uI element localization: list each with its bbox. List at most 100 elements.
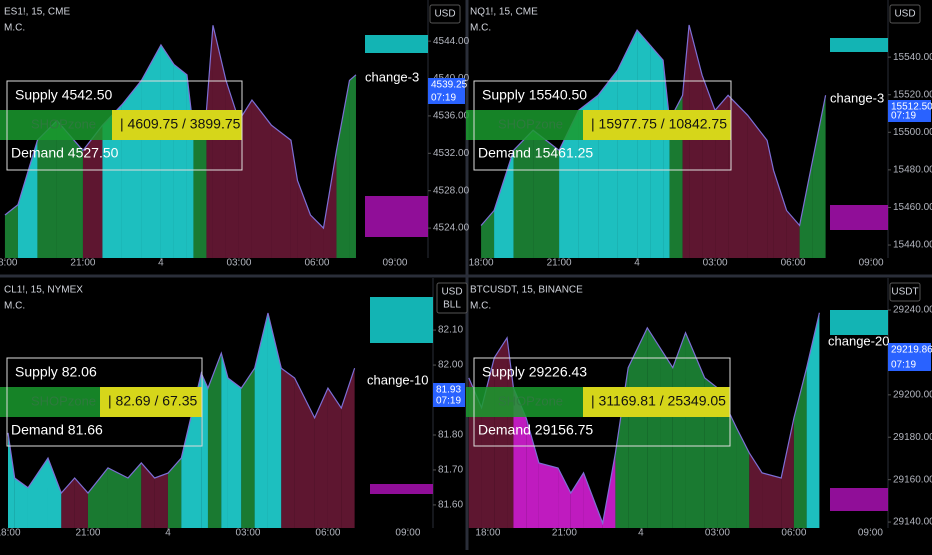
change-label: change-3 (365, 69, 419, 84)
area-segment (221, 353, 228, 528)
y-tick-label: 15460.00 (893, 202, 932, 213)
zone-block (830, 205, 888, 230)
currency: USDT (891, 287, 918, 298)
area-segment (87, 467, 108, 528)
y-tick-label: 15500.00 (893, 127, 932, 138)
area-segment (717, 387, 737, 528)
area-segment (241, 368, 255, 528)
area-segment (167, 458, 182, 528)
area-segment (570, 472, 584, 528)
area-segment (762, 472, 782, 528)
area-segment (323, 150, 337, 258)
y-tick-label: 81.80 (438, 430, 463, 441)
demand-label: Demand 4527.50 (11, 145, 119, 161)
area-segment (121, 80, 142, 259)
zone-box (473, 357, 731, 447)
y-tick-label: 4528.00 (433, 185, 470, 196)
zone-block (830, 38, 888, 52)
currency-box (889, 4, 921, 24)
y-tick-label: 15540.00 (893, 52, 932, 63)
zone-block (370, 297, 433, 343)
y-tick-label: 82.10 (438, 325, 463, 336)
x-tick-label: 18:00 (0, 258, 18, 269)
area-segment (647, 327, 661, 528)
area-segment (747, 115, 768, 259)
area-segment (173, 64, 187, 258)
countdown: 07:19 (891, 360, 916, 371)
area-segment (254, 312, 268, 528)
currency: USD (894, 9, 915, 20)
x-tick-label: 06:00 (304, 258, 329, 269)
y-tick-label: 4544.00 (433, 36, 470, 47)
area-segment (271, 125, 291, 259)
zone-band (0, 110, 112, 140)
demand-label: Demand 81.66 (11, 422, 103, 438)
x-tick-label: 21:00 (75, 528, 100, 539)
change-label: change-3 (830, 90, 884, 105)
area-segment (212, 25, 226, 258)
zone-name: SHOPzone (498, 393, 563, 408)
zone-name: SHOPzone (498, 116, 563, 131)
area-segment (812, 95, 826, 259)
countdown: 07:19 (891, 111, 916, 122)
zone-range-band (100, 387, 202, 417)
zone-box (6, 357, 203, 447)
change-label: change-20 (828, 333, 889, 348)
area-segment (61, 478, 75, 528)
x-tick-label: 4 (634, 258, 640, 269)
area-segment (660, 347, 673, 528)
area-segment (141, 44, 161, 258)
area-segment (207, 353, 222, 528)
area-segment (281, 368, 295, 528)
indicator-name: M.C. (4, 301, 25, 312)
last-price: 4539.25 (431, 80, 468, 91)
x-tick-label: 03:00 (705, 528, 730, 539)
area-segment (628, 327, 648, 528)
y-tick-label: 81.70 (438, 465, 463, 476)
y-tick-label: 82.00 (438, 360, 463, 371)
currency-box (429, 4, 461, 24)
zone-block (830, 488, 888, 511)
area-segment (37, 120, 57, 258)
last-price: 15512.50 (891, 102, 932, 113)
y-tick-label: 29140.00 (893, 517, 932, 528)
y-tick-label: 4532.00 (433, 148, 470, 159)
area-segment (806, 312, 820, 528)
y-tick-label: 29240.00 (893, 305, 932, 316)
zone-range: | 15977.75 / 10842.75 (591, 116, 727, 132)
x-tick-label: 4 (158, 258, 164, 269)
y-tick-label: 15520.00 (893, 89, 932, 100)
symbol: CL1!, 15, NYMEX (4, 285, 83, 296)
x-tick-label: 06:00 (781, 258, 806, 269)
supply-label: Supply 29226.43 (482, 364, 587, 380)
last-price-tag (433, 383, 465, 407)
y-tick-label: 15440.00 (893, 240, 932, 251)
area-segment (558, 467, 571, 528)
x-tick-label: 06:00 (781, 528, 806, 539)
x-tick-label: 18:00 (469, 258, 494, 269)
area-segment (349, 74, 356, 258)
area-segment (154, 473, 168, 528)
chart-panel: 4524.004528.004532.004536.004540.004544.… (0, 0, 470, 269)
zone-block (830, 310, 888, 335)
supply-label: Supply 4542.50 (15, 87, 113, 103)
x-tick-label: 21:00 (547, 258, 572, 269)
unit: BLL (443, 300, 461, 311)
currency: USD (434, 9, 455, 20)
price-line (480, 24, 827, 227)
zone-range-band (112, 110, 242, 140)
chart-panel: 29140.00 29160.00 29180.00 29200.00 29240.00… (466, 278, 932, 539)
area-segment (201, 373, 208, 528)
area-segment (781, 417, 794, 528)
zone-block (365, 35, 428, 53)
indicator-name: M.C. (470, 23, 491, 34)
currency-box (436, 282, 468, 314)
zone-block (370, 484, 433, 494)
zone-range-band (583, 387, 730, 417)
area-segment (27, 458, 48, 528)
area-segment (4, 204, 18, 258)
area-segment (160, 44, 174, 258)
indicator-name: M.C. (4, 23, 25, 34)
area-segment (56, 120, 83, 258)
y-tick-label: 15480.00 (893, 165, 932, 176)
